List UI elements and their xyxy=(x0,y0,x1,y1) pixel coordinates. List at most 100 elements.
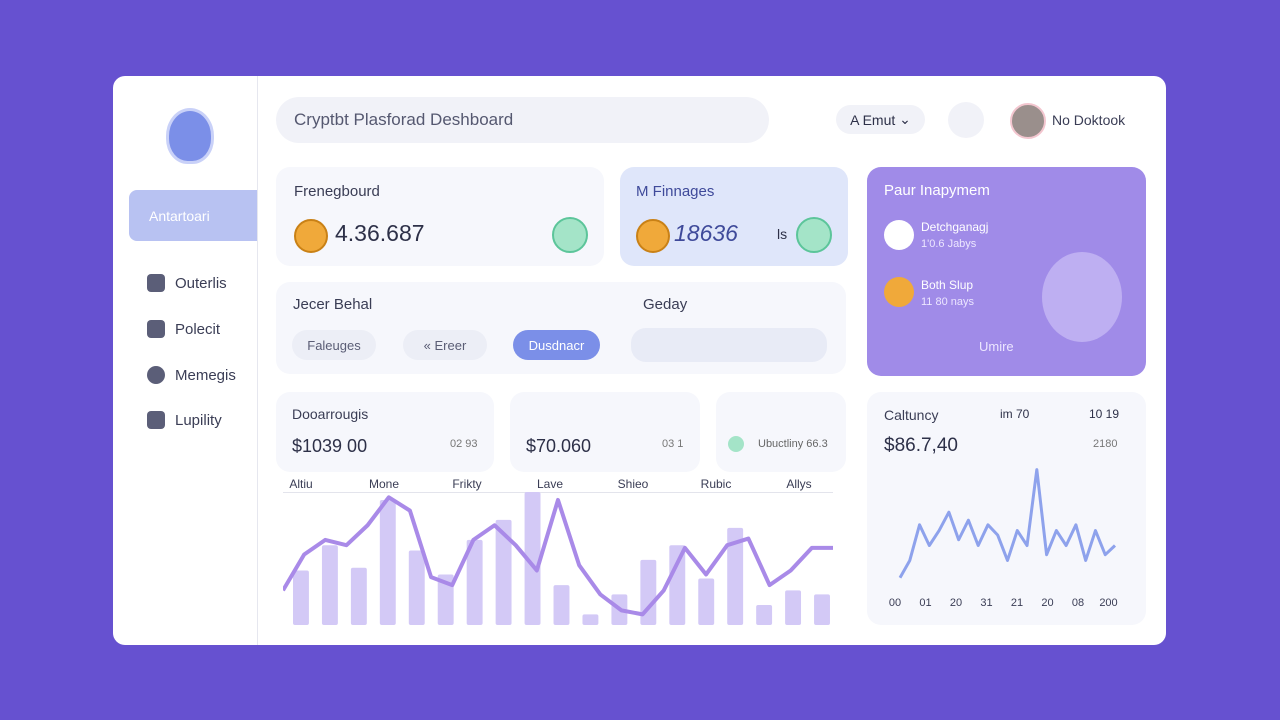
icon-button[interactable] xyxy=(948,102,984,138)
coin-icon xyxy=(552,217,588,253)
nav-item[interactable]: Outerlis xyxy=(147,274,227,292)
x-tick-label: Shieo xyxy=(618,477,649,491)
pill[interactable]: « Ereer xyxy=(403,330,487,360)
stat-value: $1039 00 xyxy=(292,436,368,456)
dropdown-label: A Emut xyxy=(850,111,896,128)
side-card: Caltuncy im 70 10 19 $86.7,40 2180 xyxy=(867,392,1146,625)
promo-title: Paur Inapymem xyxy=(884,182,990,199)
user-name: No Doktook xyxy=(1052,112,1126,128)
line xyxy=(283,495,833,617)
card: Frenegbourd 4.36.687 xyxy=(276,167,604,266)
x-tick-label: Allys xyxy=(786,477,811,491)
stat-card: Ubuctliny 66.3 xyxy=(716,392,846,472)
promo-item: Both Slup xyxy=(921,278,974,292)
x-tick-label: 31 xyxy=(980,597,992,609)
x-tick-label: 200 xyxy=(1099,597,1117,609)
bar xyxy=(640,559,657,625)
nav-item[interactable]: Lupility xyxy=(147,411,222,429)
promo-card: Paur Inapymem Detchganagj 1'0.6 Jabys Bo… xyxy=(867,167,1146,376)
card: M Finnages 18636 ls xyxy=(620,167,848,266)
avatar[interactable] xyxy=(1010,103,1046,139)
filter-card: Jecer Behal Geday Faleuges « Ereer Dusdn… xyxy=(276,282,846,374)
nav-label: Memegis xyxy=(175,366,236,384)
side-control[interactable]: im 70 xyxy=(1000,407,1030,421)
promo-icon xyxy=(884,277,914,307)
stat-value: $70.060 xyxy=(526,436,592,456)
bar xyxy=(293,570,309,625)
promo-footer: Umire xyxy=(979,339,1014,354)
x-tick-label: Frikty xyxy=(452,477,481,491)
card-value: 18636 xyxy=(674,220,738,246)
card-title: M Finnages xyxy=(636,183,715,200)
bar xyxy=(756,605,773,625)
x-tick-label: Mone xyxy=(369,477,399,491)
bar xyxy=(495,519,512,625)
stat-delta: 02 93 xyxy=(450,438,478,450)
pill-label: Dusdnacr xyxy=(528,337,585,353)
logo xyxy=(166,108,214,164)
bar xyxy=(669,545,686,625)
nav-label: Antartoari xyxy=(149,207,210,224)
nav-label: Lupility xyxy=(175,411,222,429)
pill-active[interactable]: Dusdnacr xyxy=(513,330,600,360)
slider[interactable] xyxy=(631,328,827,362)
stat-card: $70.060 03 1 xyxy=(510,392,700,472)
stat-icon xyxy=(728,436,744,452)
promo-sub: 11 80 nays xyxy=(921,296,975,308)
nav-label: Outerlis xyxy=(175,274,227,292)
pill-label: Faleuges xyxy=(307,337,361,353)
x-tick-label: Lave xyxy=(537,477,563,491)
nav-label: Polecit xyxy=(175,320,221,338)
card-note: ls xyxy=(777,226,788,242)
side-chart: 00 01 20 31 21 20 08 200 xyxy=(889,468,1118,609)
stat-delta: 03 1 xyxy=(662,438,684,450)
filter-title: Geday xyxy=(643,296,688,313)
stat-card: Dooarrougis $1039 00 02 93 xyxy=(276,392,494,472)
promo-item: Detchganagj xyxy=(921,220,989,234)
side-control[interactable]: 10 19 xyxy=(1089,407,1120,421)
bar xyxy=(727,527,744,625)
stat-value: Ubuctliny 66.3 xyxy=(758,438,828,450)
bar xyxy=(553,585,570,625)
x-tick-label: 21 xyxy=(1011,597,1023,609)
search-bar[interactable]: Cryptbt Plasforad Deshboard xyxy=(276,97,769,143)
bar xyxy=(582,614,599,625)
main-chart: Altiu Mone Frikty Lave Shieo Rubic Allys xyxy=(283,477,833,625)
bar xyxy=(379,499,396,625)
nav-item[interactable]: Polecit xyxy=(147,320,220,338)
filter-title: Jecer Behal xyxy=(293,296,373,313)
bar xyxy=(814,594,830,625)
coin-icon xyxy=(796,217,832,253)
card-title: Frenegbourd xyxy=(294,183,380,200)
x-tick-label: Rubic xyxy=(701,477,732,491)
x-tick-label: 20 xyxy=(1041,597,1053,609)
bar xyxy=(698,578,715,625)
side-delta: 2180 xyxy=(1093,438,1118,450)
coin-icon xyxy=(636,219,670,253)
x-tick-label: 08 xyxy=(1072,597,1084,609)
x-tick-label: 00 xyxy=(889,597,901,609)
x-tick-label: 01 xyxy=(919,597,931,609)
side-title: Caltuncy xyxy=(884,407,939,423)
divider xyxy=(257,76,258,645)
dropdown[interactable]: A Emut ⌄ xyxy=(836,105,925,134)
bar xyxy=(466,539,483,625)
coin-icon xyxy=(294,219,328,253)
pill[interactable]: Faleuges xyxy=(292,330,376,360)
bar xyxy=(350,567,367,625)
line xyxy=(898,468,1117,579)
search-text: Cryptbt Plasforad Deshboard xyxy=(294,110,514,129)
side-value: $86.7,40 xyxy=(884,435,958,456)
stat-title: Dooarrougis xyxy=(292,406,369,422)
illustration xyxy=(1042,252,1122,342)
nav-active[interactable]: Antartoari xyxy=(129,190,257,241)
nav-item[interactable]: Memegis xyxy=(147,366,236,384)
axis-line xyxy=(283,492,833,493)
pill-label: « Ereer xyxy=(423,337,467,353)
bar xyxy=(321,545,338,625)
bar xyxy=(408,550,425,625)
bar xyxy=(437,574,454,625)
x-tick-label: 20 xyxy=(950,597,962,609)
bar xyxy=(524,492,541,625)
